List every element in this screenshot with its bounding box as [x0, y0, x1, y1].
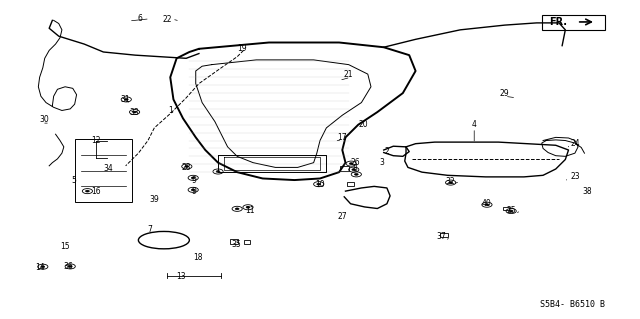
Text: 15: 15 [60, 242, 70, 251]
Circle shape [485, 204, 489, 206]
Text: 23: 23 [570, 172, 580, 182]
Circle shape [216, 171, 220, 173]
Text: 21: 21 [344, 70, 353, 78]
Bar [503, 207, 509, 210]
Text: 11: 11 [245, 206, 255, 215]
Circle shape [349, 163, 353, 165]
Bar [244, 240, 250, 244]
Circle shape [246, 206, 250, 208]
Circle shape [352, 169, 356, 171]
Text: 1: 1 [168, 106, 173, 115]
Bar [75, 139, 132, 202]
Circle shape [132, 111, 136, 113]
Text: 19: 19 [237, 44, 247, 53]
Text: 37: 37 [436, 233, 446, 241]
Text: 26: 26 [350, 158, 360, 167]
Text: 36: 36 [63, 262, 73, 271]
Text: S5B4- B6510 B: S5B4- B6510 B [540, 300, 605, 309]
Text: FR.: FR. [549, 17, 567, 27]
Circle shape [509, 210, 513, 212]
Circle shape [317, 183, 321, 185]
Bar [230, 239, 239, 244]
Text: 4: 4 [472, 120, 477, 129]
Bar [340, 166, 349, 171]
Text: 12: 12 [91, 136, 100, 145]
Circle shape [41, 266, 45, 268]
Text: 8: 8 [353, 165, 357, 174]
Text: 39: 39 [150, 195, 159, 204]
Text: 40: 40 [482, 199, 492, 208]
Text: 9: 9 [191, 187, 196, 196]
Circle shape [449, 182, 452, 183]
Text: 30: 30 [40, 115, 49, 124]
Text: 20: 20 [358, 120, 368, 129]
Text: 6: 6 [138, 14, 143, 23]
Text: 2: 2 [385, 147, 389, 156]
Circle shape [191, 189, 195, 191]
Text: 10: 10 [315, 180, 325, 189]
Text: 34: 34 [104, 165, 113, 174]
Text: 22: 22 [163, 15, 172, 24]
Text: 38: 38 [583, 187, 593, 196]
Circle shape [236, 208, 239, 210]
Circle shape [68, 265, 72, 267]
Text: 18: 18 [193, 253, 202, 262]
Text: 29: 29 [500, 89, 509, 98]
Text: 13: 13 [176, 272, 186, 281]
Circle shape [86, 190, 90, 192]
Text: 35: 35 [231, 241, 241, 249]
Circle shape [191, 177, 195, 179]
Text: 17: 17 [337, 133, 347, 142]
Text: 7: 7 [147, 225, 152, 234]
Text: 3: 3 [380, 158, 384, 167]
Text: 25: 25 [506, 206, 516, 215]
Text: 33: 33 [129, 108, 139, 116]
Text: 9: 9 [191, 175, 196, 185]
Text: 31: 31 [121, 95, 131, 104]
Bar [440, 234, 448, 237]
Text: 28: 28 [181, 163, 191, 172]
Text: 14: 14 [35, 263, 44, 271]
Text: 32: 32 [446, 177, 456, 186]
Circle shape [124, 99, 128, 100]
Text: 5: 5 [71, 175, 76, 185]
Text: 24: 24 [570, 139, 580, 148]
Text: 16: 16 [91, 187, 100, 196]
Text: 27: 27 [337, 212, 347, 221]
Circle shape [355, 174, 358, 175]
Circle shape [185, 166, 189, 167]
Bar [347, 182, 355, 186]
